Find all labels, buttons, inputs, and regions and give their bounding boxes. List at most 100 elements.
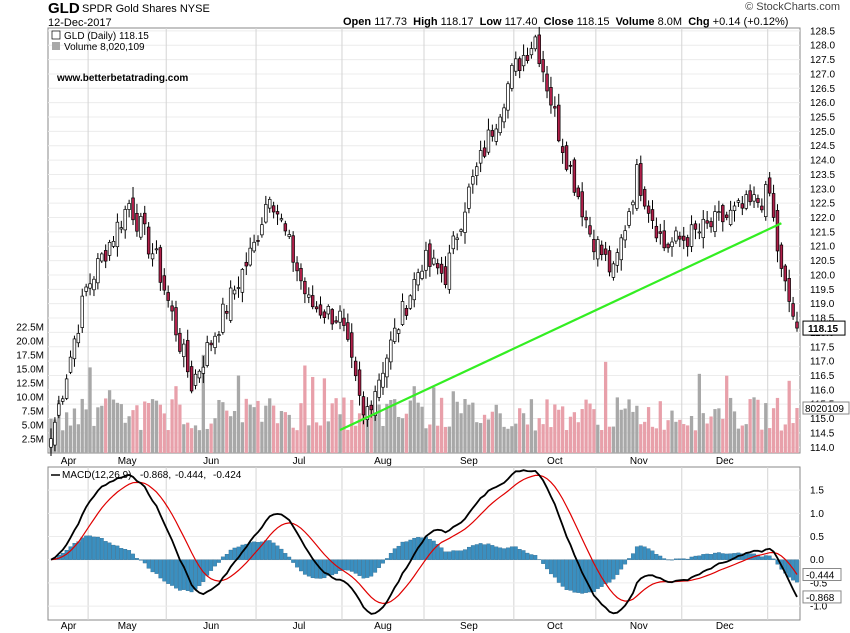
last-price-tag-box (802, 320, 846, 336)
macd-histogram-bar (80, 537, 85, 560)
candle-body (154, 248, 159, 251)
candle-body (498, 116, 502, 134)
volume-bar (143, 401, 147, 453)
volume-bar (393, 399, 397, 453)
candle-body (232, 289, 237, 295)
macd-histogram-bar (545, 559, 549, 570)
candle-body (439, 263, 444, 274)
candle-body (603, 248, 608, 255)
candle-body (342, 317, 346, 326)
macd-tick-label: -0.5 (810, 578, 828, 589)
volume-bar (572, 412, 577, 453)
volume-tick-label: 2.5M (22, 434, 44, 445)
candle-body (580, 191, 584, 218)
volume-bar (689, 416, 694, 453)
price-tick-label: 128.0 (810, 41, 835, 52)
volume-bar (541, 424, 545, 453)
candle-body (84, 286, 88, 292)
macd-histogram-bar (494, 546, 499, 560)
price-tick-label: 127.0 (810, 69, 835, 80)
macd-histogram-bar (427, 539, 432, 560)
price-tick-label: 114.0 (810, 443, 835, 454)
candle-body (404, 308, 409, 316)
volume-bar (287, 414, 291, 453)
macd-histogram-bar (275, 545, 280, 560)
volume-bar (338, 414, 342, 453)
chg-label: Chg (688, 16, 710, 28)
candle-body (334, 320, 338, 323)
macd-histogram-bar (217, 559, 221, 563)
volume-bar (100, 405, 104, 453)
volume-bar (271, 405, 276, 453)
candle-body (209, 342, 213, 346)
volume-bar (115, 402, 120, 453)
candle-body (275, 211, 280, 215)
macd-histogram-bar (619, 559, 624, 570)
candle-body (185, 340, 190, 373)
candle-body (221, 303, 225, 333)
macd-histogram-bar (326, 559, 331, 576)
month-label-price: Jul (293, 456, 306, 467)
volume-bar (475, 422, 479, 453)
candle-body (475, 166, 479, 176)
volume-bar (248, 404, 252, 453)
volume-bar (486, 419, 491, 453)
candle-body (783, 265, 787, 282)
macd-histogram-bar (763, 555, 768, 560)
price-legend-swatch (51, 30, 61, 40)
volume-bar (225, 410, 229, 453)
candle-body (553, 106, 557, 109)
volume-bar (490, 411, 494, 453)
candle-body (760, 205, 764, 211)
volume-bar (768, 428, 772, 453)
volume-bar (322, 378, 327, 453)
volume-bar (627, 399, 631, 453)
candle-body (61, 398, 65, 402)
macd-histogram-bar (150, 559, 155, 573)
price-legend: GLD (Daily) 118.15 (64, 31, 149, 42)
volume-bar (463, 399, 467, 453)
brand-label[interactable]: © StockCharts.com (745, 1, 840, 13)
candle-body (689, 224, 694, 247)
candle-body (674, 230, 678, 242)
volume-bar (713, 409, 717, 453)
candle-body (76, 333, 81, 344)
volume-bar (303, 365, 307, 453)
month-label-macd: Oct (547, 621, 563, 632)
macd-histogram-bar (541, 559, 546, 564)
candle-body (381, 372, 385, 388)
volume-bar (623, 408, 627, 453)
volume-bar (92, 425, 96, 453)
macd-histogram-bar (158, 559, 163, 579)
candle-body (678, 235, 682, 240)
volume-bar (131, 410, 135, 453)
candle-body (420, 270, 424, 279)
candle-body (115, 221, 120, 248)
volume-bar (654, 428, 659, 453)
macd-histogram-bar (474, 544, 479, 560)
price-tick-label: 126.5 (810, 84, 835, 95)
candle-body (400, 301, 405, 325)
volume-bar (697, 373, 701, 453)
volume-bar (674, 421, 678, 453)
candle-body (705, 220, 709, 224)
volume-bar (529, 399, 534, 453)
volume-bar (416, 402, 420, 453)
macd-histogram-bar (357, 559, 362, 576)
price-tick-label: 114.5 (810, 428, 835, 439)
exchange-label: NYSE (179, 3, 210, 15)
candle-body (166, 292, 170, 301)
macd-histogram-bar (767, 555, 772, 560)
candle-body (451, 235, 456, 250)
macd-histogram-bar (595, 559, 600, 589)
volume-bar (299, 403, 303, 453)
candle-body (279, 218, 284, 221)
volume-bar (756, 399, 760, 453)
volume-tick-label: 7.5M (22, 406, 44, 417)
candle-body (213, 335, 217, 348)
macd-legend-value: -0.868, (140, 470, 171, 481)
chart-date: 12-Dec-2017 (48, 17, 112, 29)
volume-bar (685, 425, 690, 453)
macd-histogram-bar (447, 551, 452, 560)
